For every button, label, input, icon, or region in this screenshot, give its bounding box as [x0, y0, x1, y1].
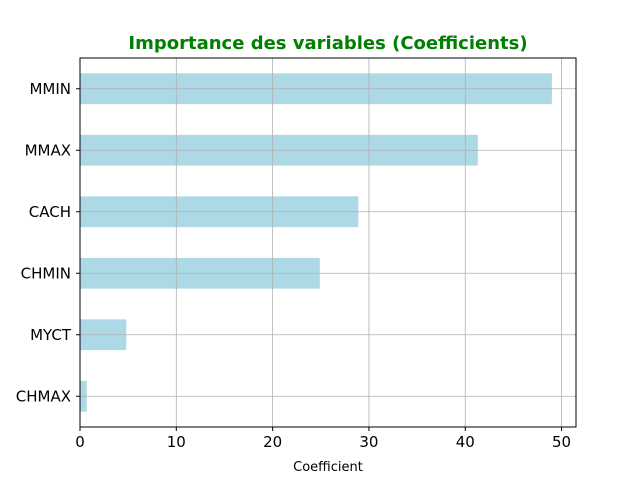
y-tick-label-cach: CACH [29, 203, 71, 221]
y-tick-label-chmin: CHMIN [21, 264, 71, 282]
x-tick-label: 30 [359, 433, 378, 451]
plot-area: MMIN MMAX CACH CHMIN MYCT CHMAX 0 10 20 30 40 50 [16, 57, 577, 451]
plot-frame [79, 57, 577, 428]
x-tick-label: 50 [552, 433, 571, 451]
y-tick-label-mmax: MMAX [25, 141, 71, 159]
y-tick-label-myct: MYCT [30, 326, 72, 344]
x-tick-label: 0 [75, 433, 85, 451]
x-tick-label: 10 [167, 433, 186, 451]
x-axis-label: Coefficient [293, 460, 363, 475]
chart-title: Importance des variables (Coefficients) [128, 33, 527, 54]
x-tick-label: 20 [263, 433, 282, 451]
x-tick-label: 40 [456, 433, 475, 451]
y-tick-label-mmin: MMIN [29, 80, 71, 98]
y-tick-label-chmax: CHMAX [16, 387, 71, 405]
